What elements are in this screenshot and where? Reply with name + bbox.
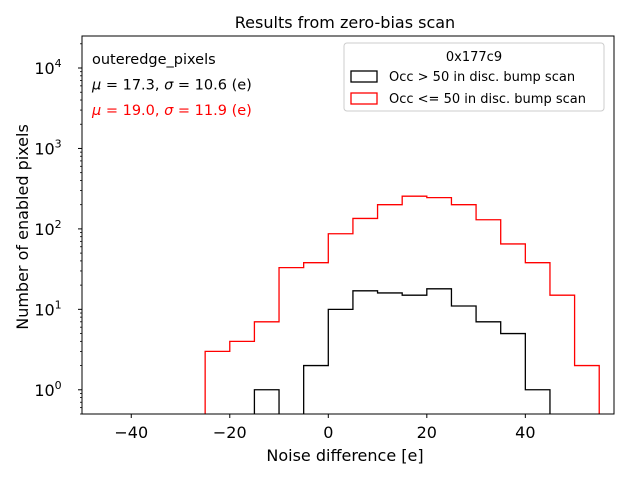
y-tick-label: 103: [34, 137, 61, 158]
legend-swatch-1: [350, 70, 378, 83]
legend-label-1: Occ > 50 in disc. bump scan: [389, 70, 575, 85]
x-tick-label: −40: [114, 423, 148, 442]
y-tick-label: 101: [34, 298, 61, 319]
x-axis: −40 −20 0 20 40: [114, 414, 536, 442]
legend-swatch-2: [350, 92, 378, 105]
annotation-line-3: μ = 19.0, σ = 11.9 (e): [91, 103, 252, 119]
series-1-step-2: [303, 288, 551, 414]
legend-frame: [343, 42, 605, 112]
legend: 0x177c9 Occ > 50 in disc. bump scan Occ <…: [343, 42, 605, 112]
axes-frame: [81, 35, 615, 415]
annotation-line-1: outeredge_pixels: [92, 52, 216, 68]
series-2-step-1: [204, 195, 600, 414]
x-tick-label: 20: [417, 423, 437, 442]
chart-title: Results from zero-bias scan: [235, 13, 455, 32]
y-tick-label: 104: [34, 57, 61, 78]
x-tick-label: −20: [213, 423, 247, 442]
x-tick-label: 0: [323, 423, 333, 442]
y-tick-label: 100: [34, 379, 61, 400]
x-axis-label: Noise difference [e]: [266, 446, 423, 465]
legend-title: 0x177c9: [446, 50, 502, 65]
series-layer: [204, 195, 600, 414]
stats-annotations: outeredge_pixels μ = 17.3, σ = 10.6 (e) μ …: [91, 52, 252, 119]
y-tick-label: 102: [34, 218, 61, 239]
series-1-step-1: [253, 389, 280, 414]
x-tick-label: 40: [515, 423, 535, 442]
y-axis-label: Number of enabled pixels: [13, 124, 32, 330]
annotation-line-2: μ = 17.3, σ = 10.6 (e): [91, 78, 252, 94]
legend-label-2: Occ <= 50 in disc. bump scan: [389, 92, 586, 107]
y-axis: 100 101 102 103 104: [34, 43, 82, 415]
